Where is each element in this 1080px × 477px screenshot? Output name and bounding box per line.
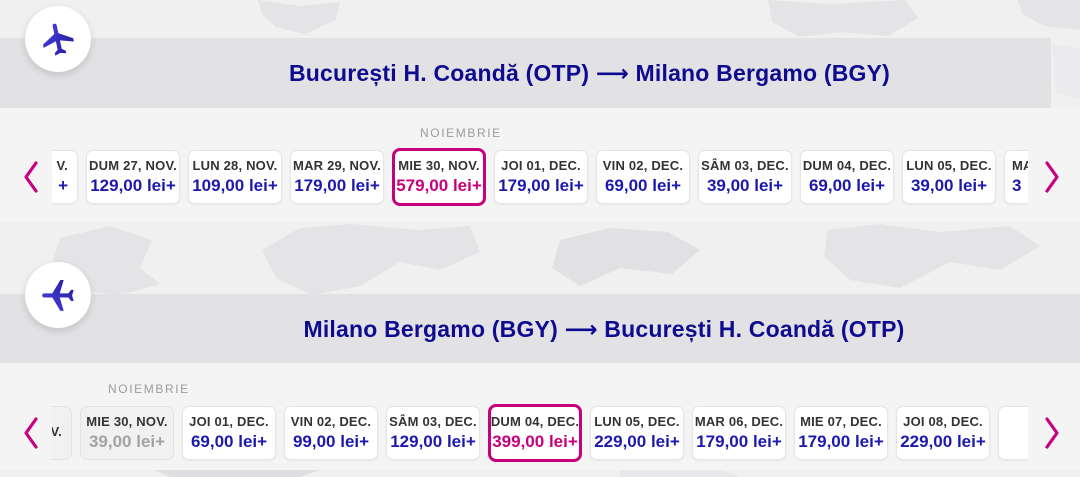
date-price-card[interactable]: JOI 01, DEC. 179,00 lei+ bbox=[494, 150, 588, 204]
card-date: DUM 04, DEC. bbox=[802, 158, 892, 173]
date-price-card[interactable]: DUM 27, NOV. 129,00 lei+ bbox=[86, 150, 180, 204]
date-price-card-selected[interactable]: DUM 04, DEC. 399,00 lei+ bbox=[488, 404, 582, 462]
card-date: VIN 02, DEC. bbox=[290, 414, 372, 429]
card-date: LUN 28, NOV. bbox=[192, 158, 278, 173]
date-cards-carousel: V. + DUM 27, NOV. 129,00 lei+ LUN 28, NO… bbox=[52, 146, 1028, 208]
card-price: 579,00 lei+ bbox=[396, 176, 482, 195]
card-date: LUN 05, DEC. bbox=[594, 414, 680, 429]
card-date: VIN 02, DEC. bbox=[602, 158, 684, 173]
date-price-card[interactable]: JOI 08, DEC. 229,00 lei+ bbox=[896, 406, 990, 460]
outbound-plane-badge bbox=[25, 6, 91, 72]
card-date: SÂM 03, DEC. bbox=[701, 158, 789, 173]
route-title: Milano Bergamo (BGY) ⟶ București H. Coan… bbox=[303, 315, 905, 342]
date-price-card[interactable]: SÂM 03, DEC. 129,00 lei+ bbox=[386, 406, 480, 460]
card-price: 39,00 lei+ bbox=[88, 432, 166, 451]
month-label: NOIEMBRIE bbox=[108, 382, 190, 396]
chevron-right-icon bbox=[1044, 417, 1059, 449]
next-dates-button[interactable] bbox=[1040, 413, 1064, 453]
prev-dates-button[interactable] bbox=[18, 413, 42, 453]
card-date: JOI 01, DEC. bbox=[501, 158, 581, 173]
card-date: DUM 27, NOV. bbox=[89, 158, 177, 173]
card-price: 129,00 lei+ bbox=[390, 432, 476, 451]
card-date: SÂM 03, DEC. bbox=[389, 414, 477, 429]
airplane-icon bbox=[43, 23, 74, 56]
date-cards-carousel: V. MIE 30, NOV. 39,00 lei+ JOI 01, DEC. … bbox=[52, 402, 1028, 464]
chevron-right-icon bbox=[1044, 161, 1059, 193]
card-price: 229,00 lei+ bbox=[900, 432, 986, 451]
card-date: MIE 07, DEC. bbox=[800, 414, 882, 429]
date-price-card[interactable]: VIN 02, DEC. 99,00 lei+ bbox=[284, 406, 378, 460]
card-price: 179,00 lei+ bbox=[498, 176, 584, 195]
card-date: DUM 04, DEC. bbox=[490, 414, 580, 429]
card-price: 69,00 lei+ bbox=[808, 176, 886, 195]
card-date: MAR 29, NOV. bbox=[293, 158, 381, 173]
date-price-card[interactable]: MAR 29, NOV. 179,00 lei+ bbox=[290, 150, 384, 204]
date-price-card[interactable] bbox=[998, 406, 1028, 460]
card-price: 179,00 lei+ bbox=[696, 432, 782, 451]
date-price-card[interactable]: VIN 02, DEC. 69,00 lei+ bbox=[596, 150, 690, 204]
date-price-card[interactable]: JOI 01, DEC. 69,00 lei+ bbox=[182, 406, 276, 460]
date-price-card-disabled: MIE 30, NOV. 39,00 lei+ bbox=[80, 406, 174, 460]
date-price-card[interactable]: MIE 07, DEC. 179,00 lei+ bbox=[794, 406, 888, 460]
date-price-card[interactable]: LUN 28, NOV. 109,00 lei+ bbox=[188, 150, 282, 204]
outbound-header-band: București H. Coandă (OTP) ⟶ Milano Berga… bbox=[0, 38, 1051, 108]
date-price-card[interactable]: MA 3 bbox=[1004, 150, 1028, 204]
card-price: 39,00 lei+ bbox=[910, 176, 988, 195]
card-price: 99,00 lei+ bbox=[292, 432, 370, 451]
card-date: V. bbox=[52, 424, 62, 439]
card-price: 69,00 lei+ bbox=[604, 176, 682, 195]
date-price-card[interactable]: SÂM 03, DEC. 39,00 lei+ bbox=[698, 150, 792, 204]
card-price: 69,00 lei+ bbox=[190, 432, 268, 451]
return-header-band: Milano Bergamo (BGY) ⟶ București H. Coan… bbox=[0, 294, 1080, 364]
card-date: MAR 06, DEC. bbox=[694, 414, 784, 429]
card-price: 109,00 lei+ bbox=[192, 176, 278, 195]
date-price-card[interactable]: V. bbox=[52, 406, 72, 460]
date-price-card[interactable]: LUN 05, DEC. 39,00 lei+ bbox=[902, 150, 996, 204]
card-date: JOI 01, DEC. bbox=[189, 414, 269, 429]
month-label: NOIEMBRIE bbox=[420, 126, 502, 140]
date-price-card[interactable]: LUN 05, DEC. 229,00 lei+ bbox=[590, 406, 684, 460]
date-price-card[interactable]: DUM 04, DEC. 69,00 lei+ bbox=[800, 150, 894, 204]
card-price: 129,00 lei+ bbox=[90, 176, 176, 195]
card-price: 229,00 lei+ bbox=[594, 432, 680, 451]
card-price: 399,00 lei+ bbox=[492, 432, 578, 451]
date-price-card-selected[interactable]: MIE 30, NOV. 579,00 lei+ bbox=[392, 148, 486, 206]
card-date: MA bbox=[1012, 158, 1028, 173]
card-price: 179,00 lei+ bbox=[294, 176, 380, 195]
card-date: LUN 05, DEC. bbox=[906, 158, 992, 173]
prev-dates-button[interactable] bbox=[18, 157, 42, 197]
airplane-icon bbox=[42, 279, 74, 311]
card-date: MIE 30, NOV. bbox=[398, 158, 480, 173]
date-price-card[interactable]: V. + bbox=[52, 150, 78, 204]
chevron-left-icon bbox=[23, 417, 38, 449]
card-price: 179,00 lei+ bbox=[798, 432, 884, 451]
route-title: București H. Coandă (OTP) ⟶ Milano Berga… bbox=[288, 59, 890, 86]
next-dates-button[interactable] bbox=[1040, 157, 1064, 197]
card-date: MIE 30, NOV. bbox=[86, 414, 168, 429]
card-date: V. bbox=[56, 158, 68, 173]
card-price: + bbox=[58, 176, 68, 195]
date-price-card[interactable]: MAR 06, DEC. 179,00 lei+ bbox=[692, 406, 786, 460]
card-price: 39,00 lei+ bbox=[706, 176, 784, 195]
chevron-left-icon bbox=[23, 161, 38, 193]
card-price: 3 bbox=[1012, 176, 1022, 195]
return-plane-badge bbox=[25, 262, 91, 328]
card-date: JOI 08, DEC. bbox=[903, 414, 983, 429]
